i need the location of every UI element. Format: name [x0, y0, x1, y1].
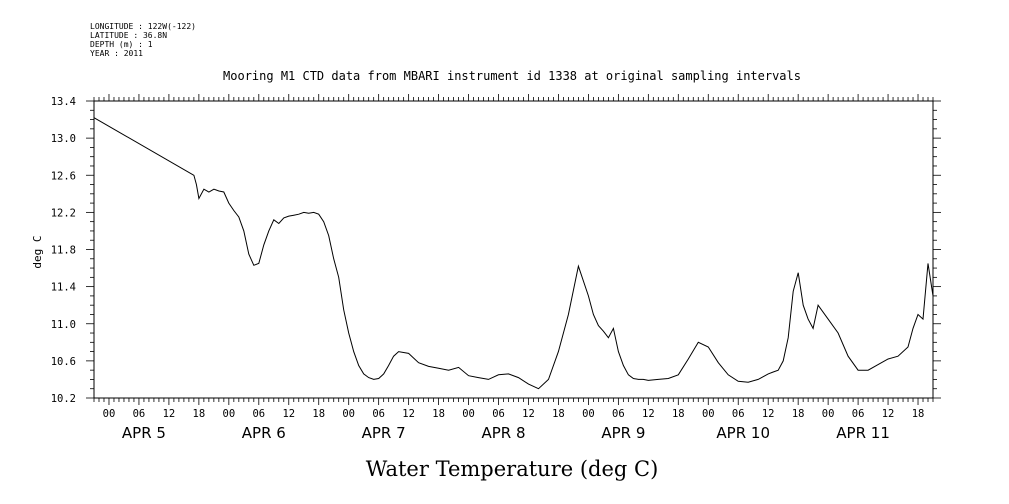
x-tick-label: 00 [342, 408, 355, 420]
x-tick-label: 18 [432, 408, 445, 420]
x-tick-label: 12 [642, 408, 655, 420]
series-line-temperature [93, 117, 934, 390]
x-tick-label: 00 [702, 408, 715, 420]
x-tick-label: 18 [552, 408, 565, 420]
meta-year: YEAR : 2011 [90, 49, 143, 58]
x-tick-label: 00 [223, 408, 236, 420]
x-tick-label: 18 [912, 408, 925, 420]
meta-depth: DEPTH (m) : 1 [90, 40, 153, 49]
y-tick-label: 13.4 [51, 96, 76, 108]
x-tick-label: 06 [852, 408, 865, 420]
x-tick-label: 06 [612, 408, 625, 420]
y-tick-label: 12.6 [51, 170, 76, 182]
plot-frame [93, 100, 934, 399]
x-day-label: APR 11 [836, 424, 890, 442]
meta-longitude: LONGITUDE : 122W(-122) [90, 22, 196, 31]
y-tick-label: 10.6 [51, 356, 76, 368]
x-tick-label: 18 [193, 408, 206, 420]
x-day-label: APR 10 [716, 424, 770, 442]
x-tick-label: 12 [282, 408, 295, 420]
x-day-label: APR 8 [481, 424, 525, 442]
meta-latitude: LATITUDE : 36.8N [90, 31, 168, 40]
x-day-label: APR 9 [601, 424, 645, 442]
axes: 00 06 12 18 00 06 12 18 00 06 12 18 00 06 12 18 00 06 12 18… [51, 94, 941, 442]
x-tick-label: 06 [492, 408, 505, 420]
series-group [93, 117, 934, 390]
x-day-label: APR 5 [122, 424, 166, 442]
x-tick-label: 06 [133, 408, 146, 420]
y-tick-label: 10.2 [51, 393, 76, 405]
metadata-block: LONGITUDE : 122W(-122) LATITUDE : 36.8N … [90, 22, 196, 58]
x-tick-label: 06 [252, 408, 265, 420]
x-tick-label: 12 [402, 408, 415, 420]
y-tick-label: 11.8 [51, 245, 76, 257]
chart-subtitle: Water Temperature (deg C) [366, 457, 659, 481]
x-tick-label: 00 [462, 408, 475, 420]
x-tick-label: 06 [732, 408, 745, 420]
x-tick-label: 18 [312, 408, 325, 420]
y-tick-label: 13.0 [51, 133, 76, 145]
x-tick-label: 00 [822, 408, 835, 420]
y-tick-label: 11.0 [51, 319, 76, 331]
x-tick-label: 18 [792, 408, 805, 420]
x-tick-label: 00 [582, 408, 595, 420]
x-tick-label: 12 [882, 408, 895, 420]
y-tick-label: 11.4 [51, 282, 76, 294]
x-tick-label: 00 [103, 408, 116, 420]
chart-title: Mooring M1 CTD data from MBARI instrumen… [223, 69, 801, 83]
y-axis-label: deg C [31, 235, 44, 268]
x-day-label: APR 7 [362, 424, 406, 442]
y-tick-label: 12.2 [51, 207, 76, 219]
x-tick-label: 12 [522, 408, 535, 420]
x-tick-label: 12 [163, 408, 176, 420]
x-tick-label: 18 [672, 408, 685, 420]
x-tick-label: 06 [372, 408, 385, 420]
x-tick-label: 12 [762, 408, 775, 420]
x-day-label: APR 6 [242, 424, 286, 442]
